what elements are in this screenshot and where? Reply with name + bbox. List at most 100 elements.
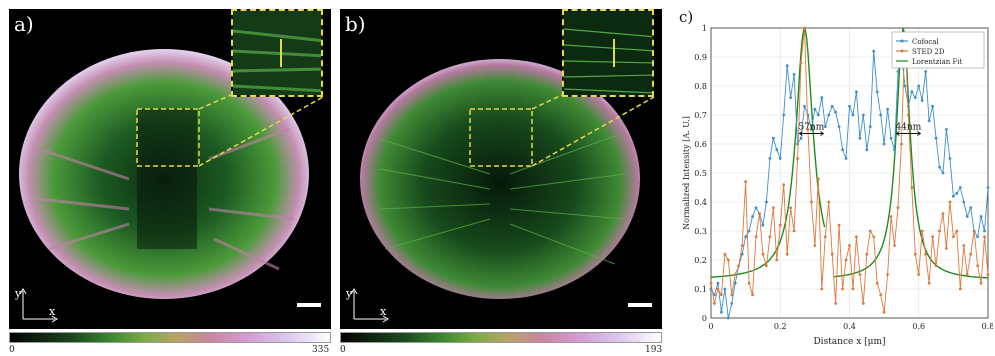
confocal-data-point: [920, 99, 924, 102]
sted-data-point: [719, 293, 723, 297]
sted-data-point: [941, 212, 945, 216]
confocal-data-point: [868, 125, 872, 128]
sted-data-point: [855, 235, 858, 239]
confocal-data-point: [778, 157, 782, 160]
confocal-data-point: [958, 186, 962, 189]
confocal-data-point: [719, 310, 723, 314]
confocal-data-point: [813, 107, 817, 111]
confocal-data-point: [896, 70, 900, 73]
confocal-data-point: [955, 191, 959, 195]
confocal-data-point: [803, 104, 806, 108]
lorentzian-fit-line: [710, 28, 826, 278]
x-tick-label: 0: [708, 322, 713, 331]
confocal-data-point: [886, 107, 889, 111]
sted-data-point: [754, 235, 758, 239]
sted-data-point: [882, 310, 886, 314]
intensity-profile-chart: c) 0 0.1 0.2 0.3 0.4 0.5 0.6 0.7 0.8 0.9 1 0 0.2 0.4 0…: [679, 8, 993, 347]
legend-entry: Cofocal: [912, 38, 939, 46]
sted-data-point: [806, 128, 810, 131]
cell-image-sted: [360, 59, 655, 299]
sted-data-point: [900, 142, 903, 146]
y-tick-label: 1: [702, 24, 707, 33]
sted-data-point: [893, 244, 896, 247]
confocal-data-point: [976, 235, 980, 239]
x-tick-label: 0.4: [843, 322, 856, 331]
confocal-data-point: [910, 90, 914, 94]
confocal-data-point: [924, 70, 928, 73]
sted-data-point: [965, 273, 969, 276]
sted-data-point: [886, 273, 889, 276]
sted-data-point: [792, 229, 796, 233]
sted-data-point: [844, 258, 848, 262]
confocal-data-point: [785, 64, 789, 68]
sted-data-point: [733, 273, 737, 276]
confocal-data-point: [782, 113, 786, 117]
confocal-data-point: [751, 215, 754, 218]
sted-data-point: [934, 264, 938, 268]
sted-data-point: [823, 235, 827, 239]
y-tick-label: 0.5: [694, 169, 707, 178]
confocal-data-point: [875, 90, 879, 94]
confocal-data-point: [830, 104, 834, 108]
panel-label-b: b): [345, 12, 366, 36]
sted-data-point: [810, 200, 813, 204]
confocal-data-point: [983, 229, 986, 233]
y-tick-label: 0.8: [694, 82, 707, 91]
confocal-data-point: [917, 84, 921, 88]
confocal-data-point: [861, 113, 865, 117]
plot-frame: [710, 27, 989, 319]
sted-data-point: [913, 252, 917, 256]
sted-data-point: [917, 273, 921, 276]
sted-data-point: [889, 215, 893, 218]
sted-data-point: [796, 157, 799, 160]
sted-data-point: [803, 26, 806, 30]
fwhm-label: 44nm: [895, 123, 921, 133]
axis-x-label: x: [49, 305, 56, 318]
confocal-data-point: [903, 84, 907, 88]
panel-label-c: c): [679, 8, 693, 26]
sted-data-point: [972, 229, 976, 233]
confocal-data-point: [938, 165, 941, 169]
axis-y-label: y: [346, 287, 353, 300]
confocal-data-point: [855, 90, 858, 94]
confocal-data-point: [713, 293, 716, 297]
sted-data-point: [938, 229, 941, 233]
sted-data-point: [709, 281, 713, 285]
axis-y-label: y: [15, 287, 22, 300]
confocal-data-point: [761, 223, 765, 227]
confocal-data-point: [979, 215, 983, 218]
fwhm-arrowhead: [820, 131, 825, 136]
sted-data-point: [785, 252, 789, 256]
sted-data-point: [858, 273, 862, 276]
confocal-data-point: [816, 113, 820, 117]
sted-data-point: [740, 244, 744, 247]
sted-data-point: [723, 252, 727, 256]
sted-data-point: [945, 247, 948, 250]
confocal-data-point: [723, 287, 727, 291]
sted-data-point: [813, 244, 817, 247]
confocal-data-point: [945, 128, 948, 131]
x-tick-label: 0.2: [774, 322, 787, 331]
sted-data-point: [958, 287, 962, 291]
sted-data-point: [834, 302, 838, 305]
sted-data-point: [768, 235, 772, 239]
confocal-data-point: [931, 104, 934, 108]
y-tick-label: 0.3: [694, 227, 707, 236]
sted-data-point: [771, 206, 775, 210]
confocal-data-point: [858, 136, 862, 140]
sted-data-point: [848, 244, 851, 247]
confocal-data-point: [882, 142, 886, 146]
sted-data-point: [713, 302, 716, 305]
confocal-data-point: [716, 281, 720, 285]
colorbar-a-min: 0: [9, 345, 15, 355]
sted-data-point: [865, 252, 869, 256]
zoom-inset-a: [231, 9, 323, 97]
panel-a-image: a) y x: [9, 9, 331, 329]
y-tick-label: 0.7: [694, 111, 707, 120]
y-tick-label: 0.6: [694, 140, 707, 149]
sted-data-point: [799, 61, 803, 65]
confocal-data-point: [913, 96, 917, 99]
y-tick-label: 0.2: [694, 256, 707, 265]
sted-data-point: [983, 235, 986, 239]
panel-b-image: b) y x: [340, 9, 662, 329]
